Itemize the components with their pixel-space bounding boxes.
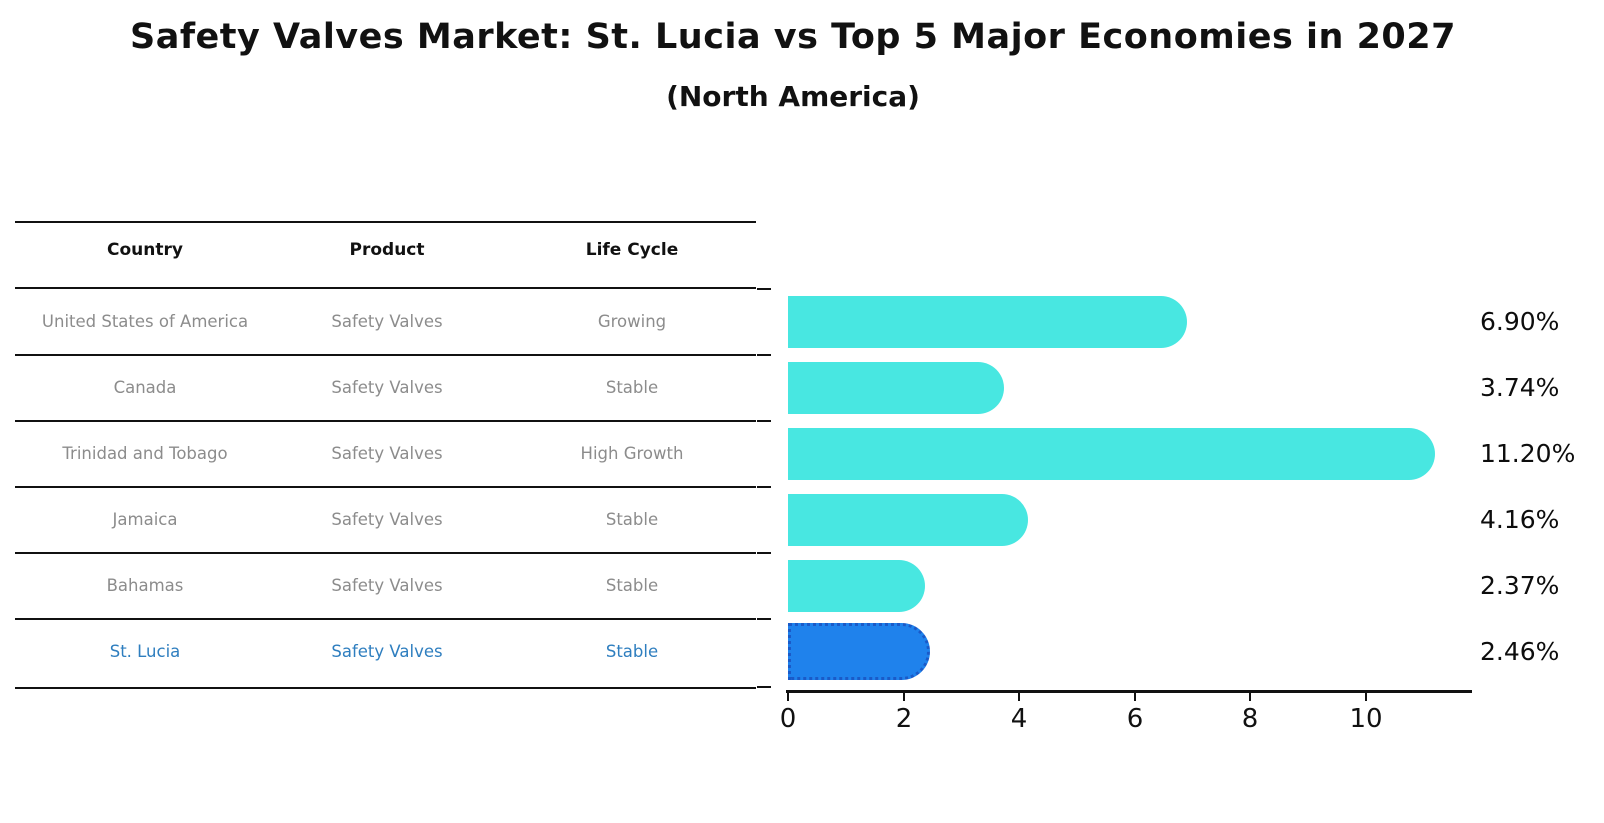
cell-product: Safety Valves	[331, 378, 443, 397]
x-axis-line	[786, 690, 1472, 693]
y-axis-tick	[757, 686, 771, 688]
table-rule	[15, 420, 756, 422]
x-axis-tick	[1249, 690, 1251, 701]
table-rule-top	[15, 221, 756, 223]
value-label: 11.20%	[1480, 439, 1576, 468]
table-rule-bottom	[15, 687, 756, 689]
value-label: 2.46%	[1480, 637, 1560, 666]
column-header-country: Country	[107, 240, 183, 260]
table-rule-header-bottom	[15, 287, 756, 289]
cell-country: Trinidad and Tobago	[62, 444, 228, 463]
cell-product-highlight: Safety Valves	[331, 642, 443, 661]
cell-life-cycle: Stable	[605, 576, 659, 595]
cell-product: Safety Valves	[331, 510, 443, 529]
value-label: 2.37%	[1480, 571, 1560, 600]
bar-united-states-of-america	[788, 296, 1187, 348]
x-axis-tick-label: 0	[779, 704, 797, 734]
value-label: 4.16%	[1480, 505, 1560, 534]
cell-country: United States of America	[41, 312, 249, 331]
table-rule	[15, 618, 756, 620]
bar-canada	[788, 362, 1004, 414]
x-axis-tick-label: 10	[1349, 704, 1383, 734]
y-axis-tick	[757, 618, 771, 620]
cell-country-highlight: St. Lucia	[109, 642, 181, 661]
y-axis-tick	[757, 354, 771, 356]
bar-trinidad-and-tobago	[788, 428, 1435, 480]
x-axis-tick-label: 6	[1126, 704, 1144, 734]
chart-title: Safety Valves Market: St. Lucia vs Top 5…	[130, 17, 1456, 57]
table-rule	[15, 354, 756, 356]
column-header-product: Product	[349, 240, 425, 260]
bar-st-lucia-highlighted	[788, 623, 930, 680]
cell-life-cycle-highlight: Stable	[605, 642, 659, 661]
cell-life-cycle: Stable	[605, 378, 659, 397]
y-axis-tick	[757, 420, 771, 422]
x-axis-tick	[903, 690, 905, 701]
column-header-life-cycle: Life Cycle	[585, 240, 679, 260]
x-axis-tick-label: 8	[1241, 704, 1259, 734]
cell-country: Canada	[113, 378, 177, 397]
cell-product: Safety Valves	[331, 576, 443, 595]
x-axis-tick-label: 2	[895, 704, 913, 734]
cell-life-cycle: High Growth	[580, 444, 684, 463]
x-axis-tick-label: 4	[1010, 704, 1028, 734]
cell-product: Safety Valves	[331, 444, 443, 463]
table-rule	[15, 486, 756, 488]
value-label: 6.90%	[1480, 307, 1560, 336]
cell-life-cycle: Growing	[597, 312, 667, 331]
y-axis-tick	[757, 288, 771, 290]
x-axis-tick	[1018, 690, 1020, 701]
cell-product: Safety Valves	[331, 312, 443, 331]
x-axis-tick	[787, 690, 789, 701]
y-axis-tick	[757, 552, 771, 554]
y-axis-tick	[757, 486, 771, 488]
value-label: 3.74%	[1480, 373, 1560, 402]
x-axis-tick	[1365, 690, 1367, 701]
x-axis-tick	[1134, 690, 1136, 701]
table-rule	[15, 552, 756, 554]
bar-bahamas	[788, 560, 925, 612]
cell-country: Jamaica	[112, 510, 178, 529]
bar-jamaica	[788, 494, 1028, 546]
chart-subtitle: (North America)	[666, 80, 920, 113]
cell-life-cycle: Stable	[605, 510, 659, 529]
cell-country: Bahamas	[106, 576, 184, 595]
